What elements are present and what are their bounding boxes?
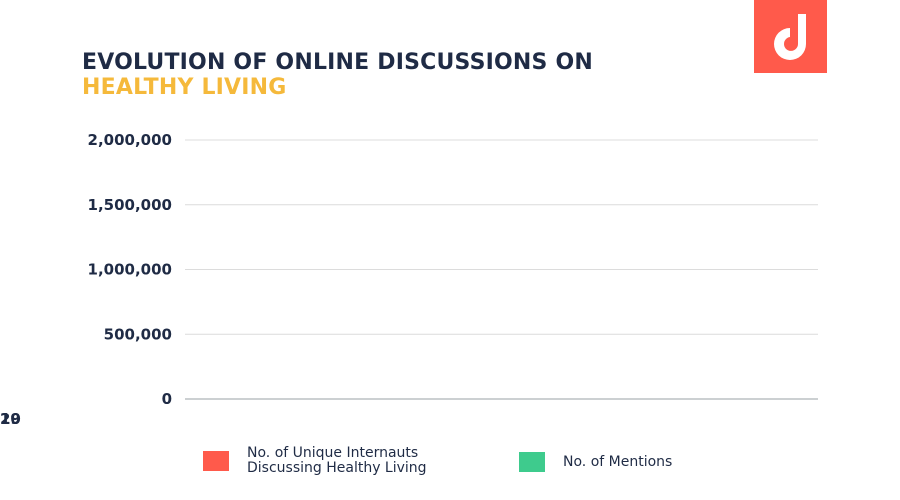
legend-label-mentions: No. of Mentions — [563, 453, 673, 470]
brand-logo-mark — [774, 14, 806, 60]
legend-label-unique-internauts: No. of Unique Internauts Discussing Heal… — [247, 445, 427, 476]
chart-title-line-2: HEALTHY LIVING — [82, 75, 287, 100]
x-tick-label: 2019 — [0, 410, 21, 428]
y-tick-label: 1,000,000 — [88, 261, 172, 279]
legend: No. of Unique Internauts Discussing Heal… — [0, 446, 900, 486]
legend-swatch-unique-internauts — [203, 451, 229, 471]
y-tick-label: 2,000,000 — [88, 131, 172, 149]
bar-chart: 0 500,000 1,000,000 1,500,000 2,000,000 636,0… — [0, 131, 818, 428]
chart-title-line-1: EVOLUTION OF ONLINE DISCUSSIONS ON — [82, 50, 593, 75]
x-tick-label: 2020 — [0, 410, 21, 428]
data-label: 1,078,060 — [0, 272, 48, 292]
y-tick-label: 0 — [162, 390, 172, 408]
y-tick-label: 1,500,000 — [88, 196, 172, 214]
y-tick-label: 500,000 — [104, 325, 172, 343]
legend-item-mentions: No. of Mentions — [519, 452, 672, 472]
brand-logo-icon — [754, 0, 827, 73]
legend-swatch-mentions — [519, 452, 545, 472]
legend-item-unique-internauts: No. of Unique Internauts Discussing Heal… — [203, 446, 427, 476]
chart-title: EVOLUTION OF ONLINE DISCUSSIONS ON HEALT… — [82, 50, 593, 100]
data-label: 999,081 — [0, 283, 39, 303]
data-label: 636,056 — [0, 330, 39, 350]
data-label: 1,693,357 — [0, 193, 48, 213]
